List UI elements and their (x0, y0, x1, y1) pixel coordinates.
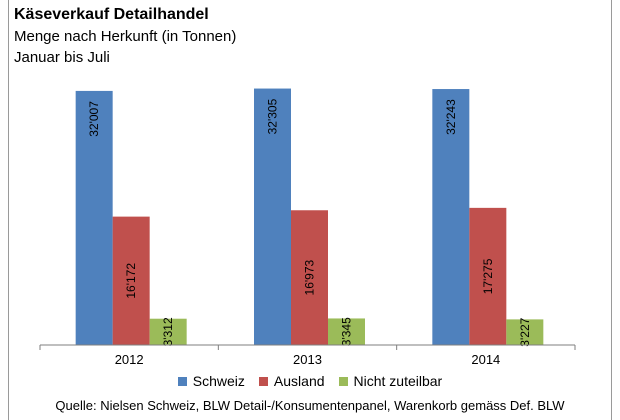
legend-item-schweiz: Schweiz (177, 373, 245, 389)
legend-swatch-nicht-zuteilbar (338, 376, 348, 386)
bar-nicht-zuteilbar-2012 (149, 318, 187, 345)
bar-schweiz-2014 (432, 89, 470, 345)
chart-frame (8, 0, 612, 420)
bar-ausland-2012 (112, 216, 150, 345)
data-label-ausland-2014: 17'275 (481, 258, 495, 294)
data-label-schweiz-2013: 32'305 (266, 98, 280, 134)
title-block: Käseverkauf Detailhandel Menge nach Herk… (14, 4, 236, 68)
x-tick-label-2012: 2012 (115, 352, 144, 367)
data-label-ausland-2013: 16'973 (303, 259, 317, 295)
chart-title: Käseverkauf Detailhandel (14, 6, 209, 23)
legend-label-nicht-zuteilbar: Nicht zuteilbar (353, 373, 443, 389)
x-tick-label-2014: 2014 (471, 352, 500, 367)
data-label-nicht-zuteilbar-2013: 3'345 (340, 317, 354, 346)
legend-item-nicht-zuteilbar: Nicht zuteilbar (338, 373, 443, 389)
legend-label-ausland: Ausland (273, 373, 325, 389)
data-label-schweiz-2012: 32'007 (87, 101, 101, 137)
bar-ausland-2013 (291, 210, 328, 345)
chart-subtitle: Menge nach Herkunft (in Tonnen) (14, 28, 237, 45)
legend-label-schweiz: Schweiz (192, 373, 245, 389)
bar-chart: 32'007 16'172 3'312 2012 32'305 16'973 3'345 20… (39, 88, 576, 367)
data-label-schweiz-2014: 32'243 (444, 99, 458, 135)
chart-period: Januar bis Juli (14, 49, 110, 66)
legend: Schweiz Ausland Nicht zuteilbar (0, 373, 620, 389)
bar-schweiz-2013 (254, 88, 291, 345)
data-label-nicht-zuteilbar-2012: 3'312 (161, 317, 175, 346)
bar-schweiz-2012 (75, 90, 113, 345)
data-label-nicht-zuteilbar-2014: 3'227 (518, 317, 532, 346)
data-label-ausland-2012: 16'172 (124, 263, 138, 299)
bar-nicht-zuteilbar-2013 (328, 318, 365, 345)
source-note: Quelle: Nielsen Schweiz, BLW Detail-/Kon… (55, 398, 565, 413)
bar-nicht-zuteilbar-2014 (506, 319, 544, 345)
legend-swatch-schweiz (177, 376, 187, 386)
x-tick-label-2013: 2013 (293, 352, 322, 367)
legend-item-ausland: Ausland (258, 373, 325, 389)
bar-ausland-2014 (469, 207, 507, 345)
legend-swatch-ausland (258, 376, 268, 386)
